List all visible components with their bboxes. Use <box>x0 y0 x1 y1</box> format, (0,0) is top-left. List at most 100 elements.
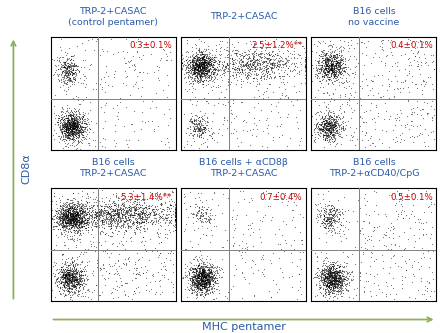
Point <box>200 275 207 280</box>
Point <box>329 65 336 70</box>
Point <box>70 123 77 129</box>
Point <box>203 52 210 58</box>
Point <box>194 56 201 61</box>
Point <box>297 107 304 112</box>
Point <box>193 270 200 276</box>
Point <box>209 63 216 69</box>
Point <box>76 278 83 283</box>
Point <box>56 218 63 224</box>
Point <box>62 73 69 78</box>
Point <box>72 280 79 285</box>
Point <box>326 221 333 226</box>
Point <box>331 218 338 223</box>
Point <box>186 80 193 86</box>
Text: 5.3±1.4%**: 5.3±1.4%** <box>121 193 172 202</box>
Point <box>200 123 207 128</box>
Point <box>330 69 337 75</box>
Point <box>271 74 279 79</box>
Point <box>62 115 70 121</box>
Point <box>328 62 335 67</box>
Point <box>87 205 94 210</box>
Point <box>385 225 392 231</box>
Point <box>168 206 175 211</box>
Point <box>396 133 403 138</box>
Point <box>155 77 162 82</box>
Point <box>339 281 346 286</box>
Point <box>200 283 207 289</box>
Point <box>297 284 304 290</box>
Point <box>71 214 78 219</box>
Point <box>267 57 274 62</box>
Point <box>209 284 216 289</box>
Point <box>69 278 76 283</box>
Point <box>313 270 320 275</box>
Point <box>334 285 341 290</box>
Point <box>113 224 120 229</box>
Point <box>244 129 251 134</box>
Point <box>368 141 375 146</box>
Point <box>76 109 83 115</box>
Point <box>203 70 210 75</box>
Point <box>58 70 65 75</box>
Point <box>201 67 208 72</box>
Point <box>143 205 150 210</box>
Point <box>203 209 210 214</box>
Point <box>343 260 350 266</box>
Point <box>249 61 257 66</box>
Point <box>221 227 228 232</box>
Point <box>326 278 333 283</box>
Point <box>159 206 166 211</box>
Point <box>325 126 332 131</box>
Point <box>197 62 204 68</box>
Point <box>263 46 270 51</box>
Point <box>330 274 337 280</box>
Point <box>153 104 160 110</box>
Point <box>153 91 160 96</box>
Point <box>51 246 58 252</box>
Point <box>342 77 349 82</box>
Point <box>56 271 63 277</box>
Point <box>204 272 211 278</box>
Point <box>324 111 331 116</box>
Point <box>65 287 72 293</box>
Point <box>208 206 215 211</box>
Point <box>297 135 304 140</box>
Point <box>59 64 66 69</box>
Point <box>339 273 346 278</box>
Point <box>105 209 112 215</box>
Point <box>267 258 274 263</box>
Point <box>156 64 163 70</box>
Point <box>256 61 263 67</box>
Point <box>323 218 330 223</box>
Point <box>101 207 108 212</box>
Point <box>194 63 202 69</box>
Point <box>359 231 367 237</box>
Point <box>327 62 334 68</box>
Point <box>71 120 78 126</box>
Point <box>326 67 334 72</box>
Point <box>195 267 202 272</box>
Point <box>273 55 280 61</box>
Point <box>418 278 425 284</box>
Point <box>99 195 106 201</box>
Point <box>77 129 84 134</box>
Point <box>191 280 198 286</box>
Point <box>198 65 205 70</box>
Point <box>249 63 257 68</box>
Point <box>330 277 337 282</box>
Point <box>73 214 81 219</box>
Point <box>239 62 246 68</box>
Point <box>72 221 79 226</box>
Point <box>133 224 140 229</box>
Point <box>69 285 76 291</box>
Point <box>59 280 66 285</box>
Point <box>202 283 209 288</box>
Point <box>426 38 433 44</box>
Point <box>61 213 68 218</box>
Point <box>143 209 150 215</box>
Point <box>118 226 125 231</box>
Point <box>61 209 68 215</box>
Point <box>86 258 93 264</box>
Point <box>196 126 203 132</box>
Point <box>68 126 75 131</box>
